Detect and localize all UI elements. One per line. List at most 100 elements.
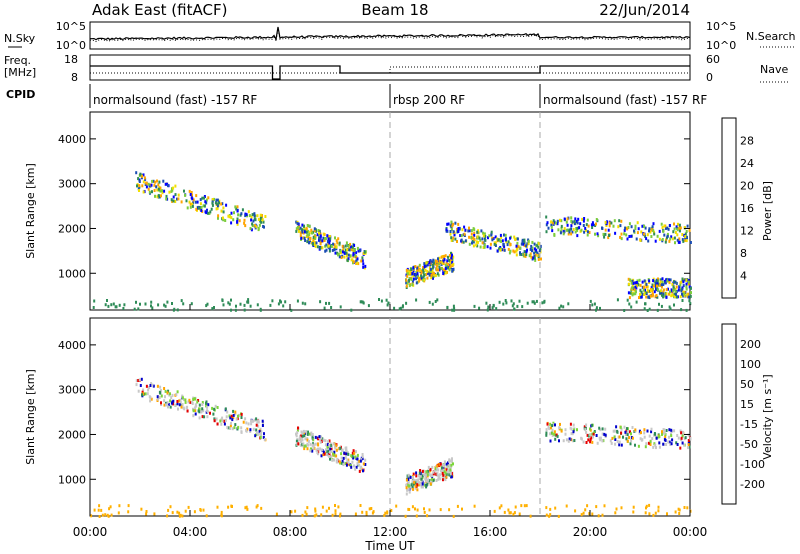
echo-cell [687, 443, 690, 447]
echo-cell [437, 477, 440, 481]
echo-cell [516, 237, 519, 241]
echo-cell [690, 291, 692, 295]
echo-cell [350, 308, 353, 312]
echo-cell [205, 198, 208, 202]
echo-cell [162, 179, 165, 183]
echo-cell [425, 470, 428, 474]
echo-cell [586, 233, 589, 237]
echo-cell [618, 435, 621, 439]
echo-cell [257, 432, 260, 436]
echo-cell [682, 294, 685, 298]
echo-cell [353, 464, 355, 468]
echo-cell [147, 187, 150, 191]
echo-cell [156, 384, 159, 388]
echo-cell [305, 230, 308, 234]
echo-cell [677, 507, 680, 511]
echo-cell [656, 286, 659, 290]
echo-cell [333, 243, 336, 247]
echo-cell [168, 190, 171, 194]
echo-cell [166, 391, 169, 395]
echo-cell [498, 506, 501, 510]
echo-cell [320, 439, 323, 443]
echo-cell [652, 284, 655, 288]
echo-cell [421, 474, 424, 478]
echo-cell [681, 292, 683, 296]
echo-cell [632, 510, 635, 514]
echo-cell [512, 302, 515, 306]
echo-cell [670, 428, 673, 432]
echo-cell [319, 242, 322, 246]
echo-cell [296, 431, 299, 435]
echo-cell [631, 284, 634, 288]
echo-cell [608, 221, 611, 225]
echo-cell [405, 301, 408, 305]
echo-cell [320, 448, 323, 452]
echo-cell [423, 510, 426, 514]
echo-cell [180, 299, 183, 303]
echo-cell [181, 514, 184, 518]
echo-cell [494, 244, 497, 247]
echo-cell [138, 189, 140, 192]
echo-cell [643, 293, 646, 296]
echo-cell [629, 291, 632, 295]
echo-cell [145, 185, 148, 189]
echo-cell [260, 506, 263, 510]
echo-cell [546, 221, 549, 225]
echo-cell [359, 466, 362, 470]
echo-cell [431, 465, 434, 469]
echo-cell [570, 427, 573, 431]
echo-cell [230, 211, 233, 215]
echo-cell [464, 228, 467, 232]
echo-cell [669, 290, 671, 294]
echo-cell [355, 251, 358, 255]
echo-cell [432, 261, 435, 265]
echo-cell [176, 510, 179, 514]
echo-cell [501, 239, 504, 243]
echo-cell [136, 184, 138, 188]
x-tick-label: 04:00 [173, 525, 208, 539]
echo-cell [537, 258, 540, 261]
echo-cell [550, 426, 552, 430]
echo-cell [227, 214, 230, 218]
echo-cell [541, 301, 544, 305]
echo-cell [342, 463, 345, 467]
echo-cell [410, 277, 413, 281]
echo-cell [656, 282, 659, 286]
echo-cell [681, 238, 684, 242]
echo-cell [117, 511, 120, 515]
echo-cell [349, 242, 352, 246]
echo-cell [423, 481, 426, 485]
echo-cell [142, 173, 145, 177]
echo-cell [234, 412, 237, 416]
echo-cell [346, 258, 349, 262]
echo-cell [626, 439, 629, 443]
echo-cell [492, 304, 495, 308]
echo-cell [432, 258, 435, 262]
echo-cell [641, 224, 644, 228]
echo-cell [534, 258, 537, 262]
echo-cell [614, 511, 617, 515]
echo-cell [634, 224, 637, 228]
echo-cell [359, 459, 362, 463]
noise-left-tick-bottom: 10^0 [56, 39, 86, 52]
echo-cell [149, 399, 152, 403]
echo-cell [545, 223, 548, 227]
echo-cell [652, 279, 655, 283]
echo-cell [505, 240, 508, 244]
echo-cell [358, 463, 361, 467]
echo-cell [169, 405, 172, 409]
echo-cell [660, 222, 663, 226]
echo-cell [657, 277, 659, 281]
echo-cell [201, 407, 204, 411]
echo-cell [507, 247, 510, 251]
echo-cell [195, 207, 198, 211]
echo-cell [316, 233, 319, 237]
echo-cell [426, 482, 429, 486]
echo-cell [145, 510, 148, 513]
echo-cell [310, 433, 313, 437]
echo-cell [160, 194, 162, 198]
echo-cell [246, 300, 249, 304]
echo-cell [680, 289, 683, 293]
echo-cell [449, 263, 452, 267]
echo-cell [198, 416, 201, 420]
